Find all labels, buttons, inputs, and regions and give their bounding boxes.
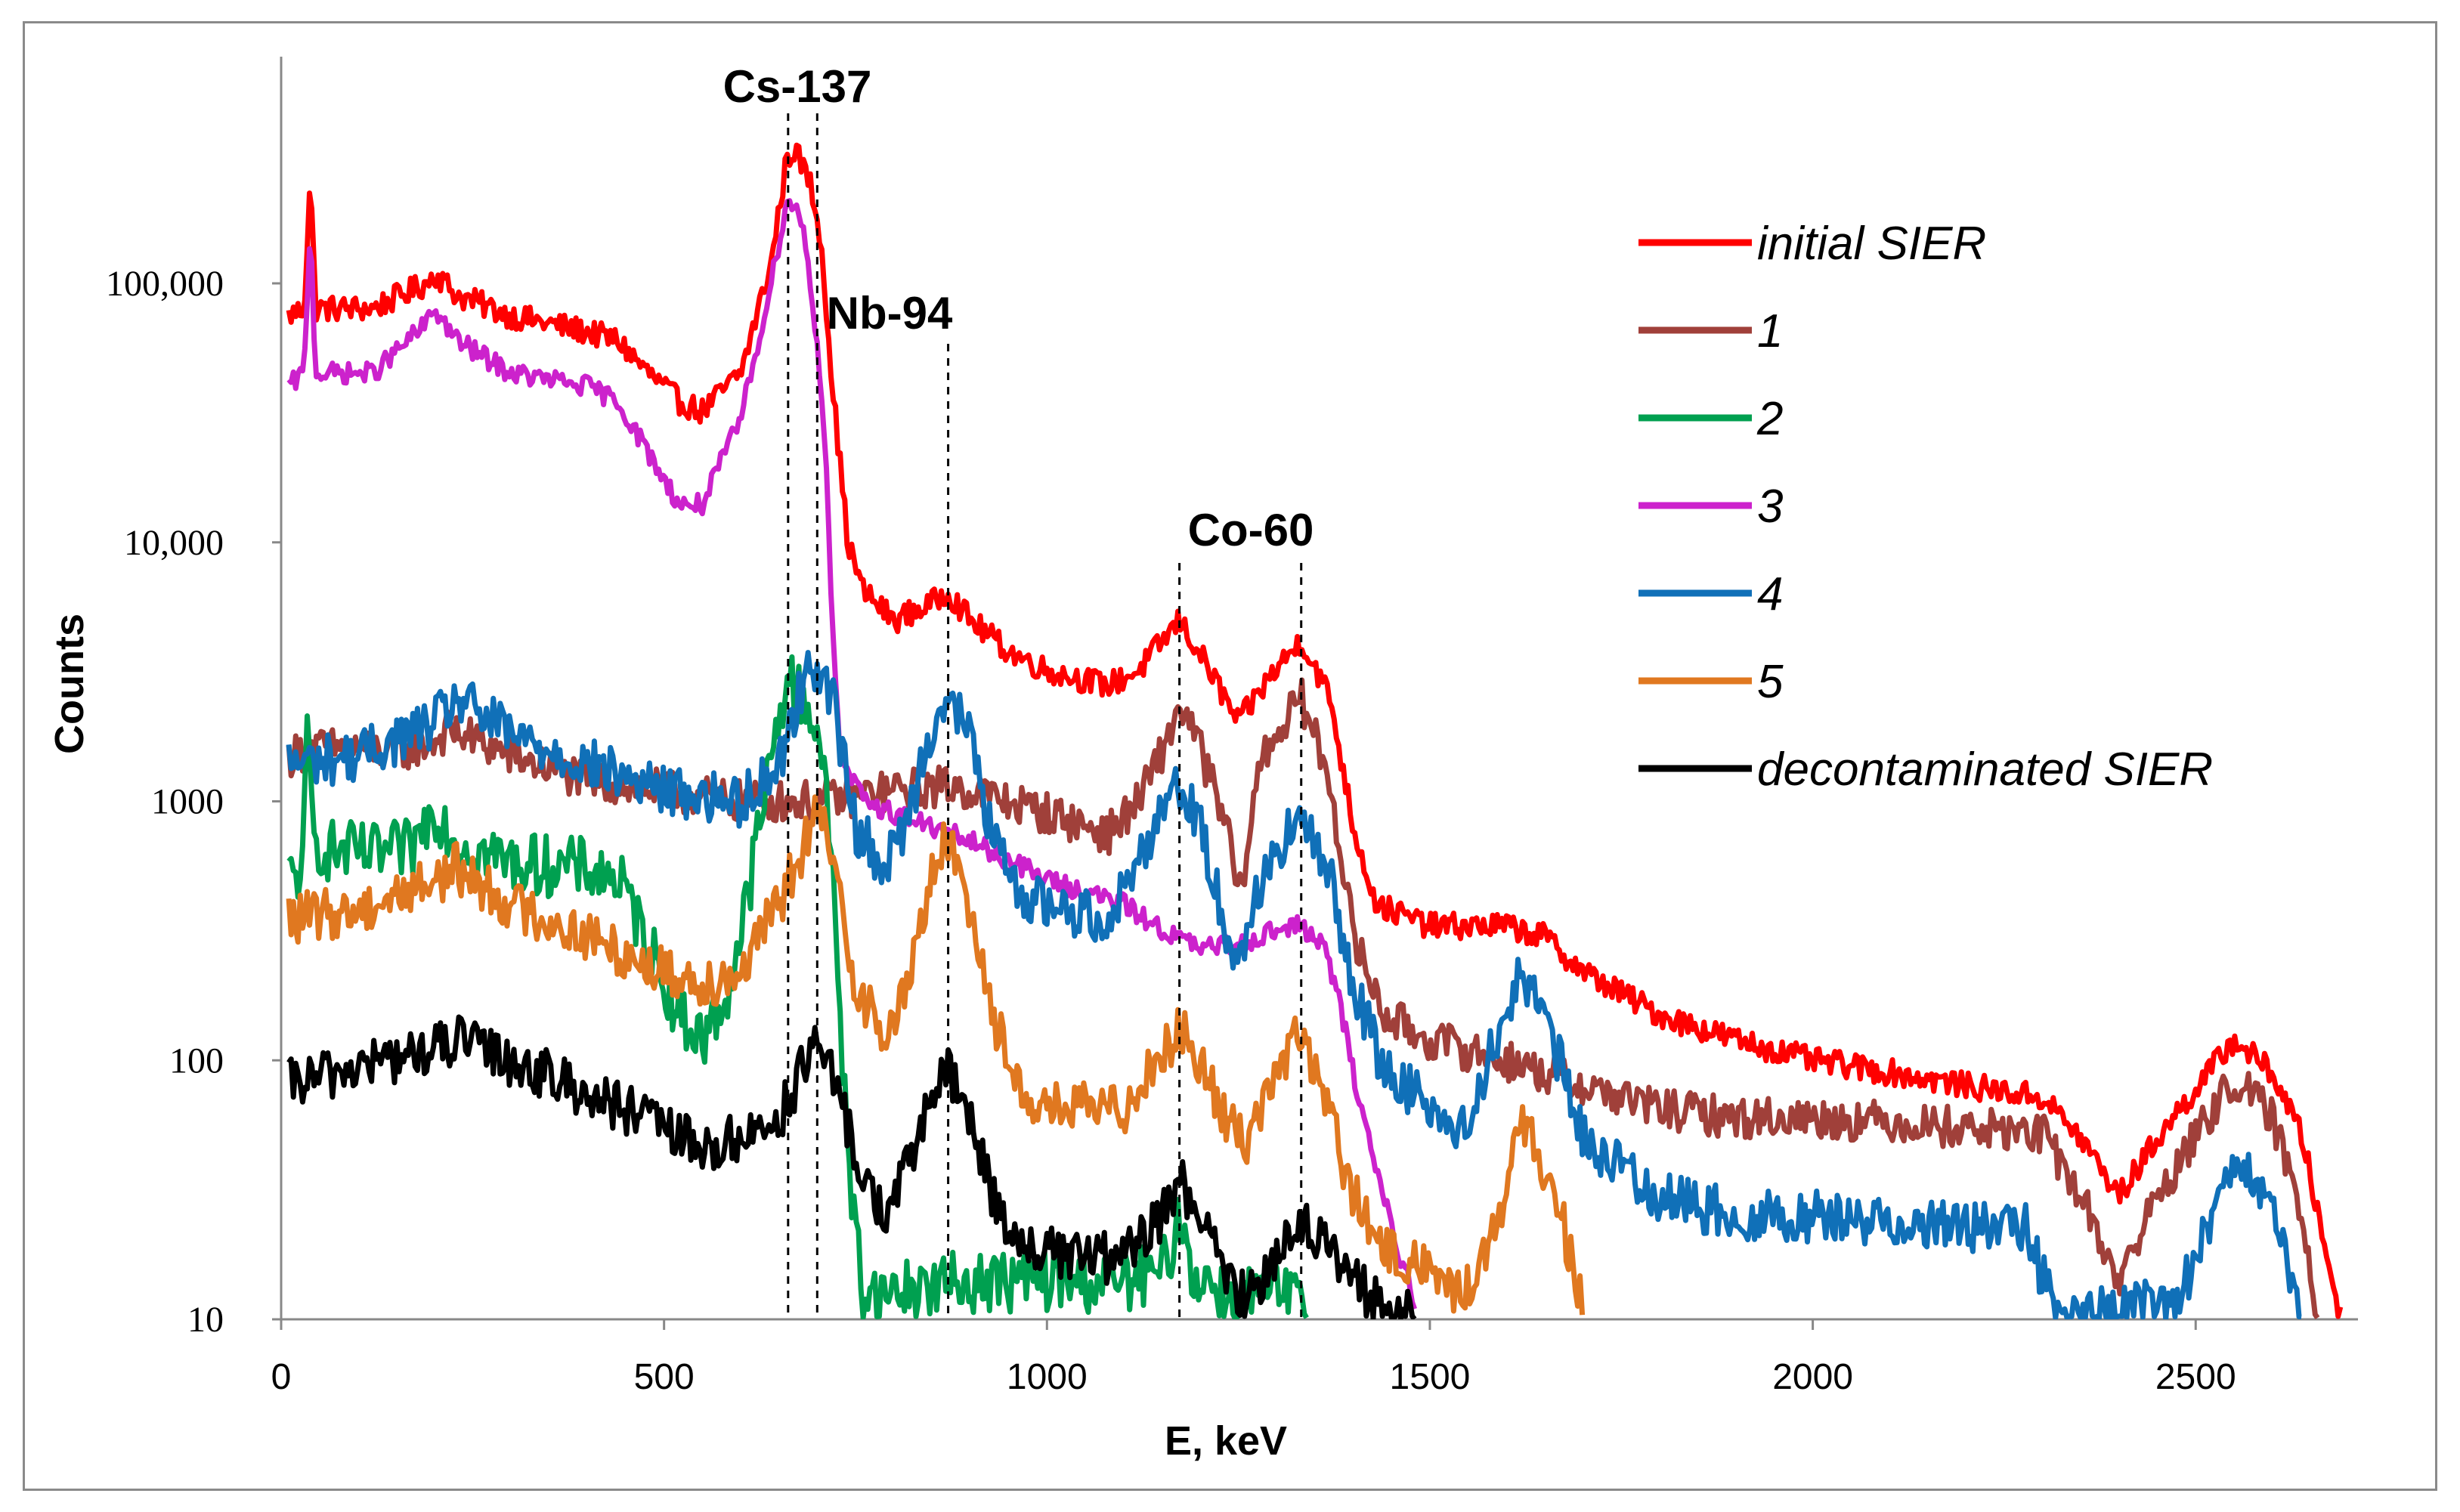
y-tick-label: 1000 (151, 782, 224, 822)
peak-label-co-60: Co-60 (1188, 505, 1314, 555)
y-tick-labels: 10 100 1000 10,000 100,000 (106, 264, 224, 1340)
x-tick-label: 2500 (2155, 1357, 2236, 1397)
legend: initial SIER 1 2 3 4 5 decontaminated SI… (1638, 218, 2213, 796)
series-layer (286, 142, 2344, 1319)
y-tick-marks (272, 282, 281, 1321)
series-line-1 (286, 677, 2320, 1319)
legend-label-decontaminated-sier: decontaminated SIER (1757, 744, 2213, 796)
x-tick-label: 2000 (1772, 1357, 1853, 1397)
y-tick-label: 100,000 (106, 264, 224, 304)
peak-label-nb-94: Nb-94 (827, 288, 953, 339)
series-line-4 (286, 650, 2302, 1319)
x-tick-label: 1000 (1007, 1357, 1088, 1397)
legend-label-2: 2 (1756, 393, 1783, 445)
y-axis-title: Counts (47, 614, 92, 754)
peak-label-cs-137: Cs-137 (723, 61, 872, 112)
x-tick-label: 1500 (1390, 1357, 1471, 1397)
y-tick-label: 100 (169, 1040, 224, 1081)
series-line-initial-sier (286, 142, 2344, 1319)
y-tick-label: 10,000 (124, 523, 224, 563)
y-tick-label: 10 (187, 1300, 224, 1340)
legend-label-1: 1 (1757, 305, 1783, 357)
x-tick-label: 0 (271, 1357, 292, 1397)
x-tick-label: 500 (634, 1357, 695, 1397)
x-tick-marks (280, 1319, 2197, 1330)
legend-label-5: 5 (1757, 656, 1784, 708)
series-line-decontaminated-sier (286, 1014, 1417, 1319)
x-axis-title: E, keV (1165, 1418, 1287, 1464)
x-tick-labels: 0 500 1000 1500 2000 2500 (271, 1357, 2236, 1397)
legend-label-initial-sier: initial SIER (1757, 218, 1986, 270)
legend-label-4: 4 (1757, 568, 1783, 620)
annotation-layer (787, 113, 1303, 1319)
series-line-5 (286, 794, 1586, 1316)
legend-label-3: 3 (1757, 481, 1783, 533)
